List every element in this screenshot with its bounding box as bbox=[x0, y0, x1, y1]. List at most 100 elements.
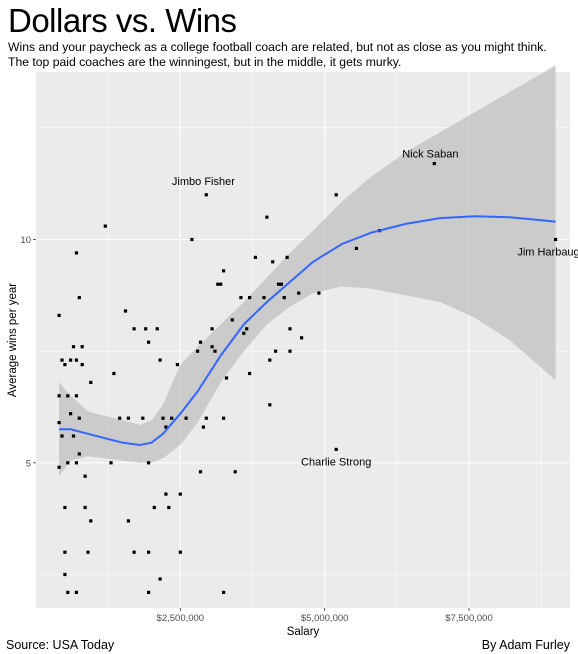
data-point bbox=[66, 590, 70, 594]
x-axis-ticks: $2,500,000 $5,000,000 $7,500,000 bbox=[157, 608, 493, 624]
data-point bbox=[161, 416, 165, 420]
data-point bbox=[282, 296, 286, 300]
data-point bbox=[147, 461, 151, 465]
data-point bbox=[279, 282, 283, 286]
data-point bbox=[216, 282, 220, 286]
annotation-label: Jimbo Fisher bbox=[172, 176, 235, 188]
data-point bbox=[132, 327, 136, 331]
data-point bbox=[253, 255, 257, 259]
data-point bbox=[74, 394, 78, 398]
data-point bbox=[77, 296, 81, 300]
data-point bbox=[60, 434, 64, 438]
data-point bbox=[178, 492, 182, 496]
data-point bbox=[109, 461, 113, 465]
data-point bbox=[432, 162, 436, 166]
x-axis-title: Salary bbox=[287, 626, 320, 638]
x-tick-label: $7,500,000 bbox=[445, 613, 493, 624]
data-point bbox=[167, 505, 171, 510]
data-point bbox=[210, 327, 214, 331]
data-point bbox=[112, 371, 116, 376]
data-point bbox=[219, 282, 223, 286]
data-point bbox=[233, 470, 237, 474]
data-point bbox=[86, 550, 90, 554]
data-point bbox=[288, 349, 292, 353]
annotations: Nick Saban Jimbo Fisher Jim Harbaugh Charli… bbox=[172, 149, 578, 469]
data-point bbox=[268, 403, 272, 407]
data-point bbox=[57, 313, 61, 317]
data-point bbox=[242, 331, 246, 335]
data-point bbox=[77, 452, 81, 456]
data-point bbox=[222, 269, 226, 273]
data-point bbox=[248, 296, 252, 300]
data-point bbox=[74, 251, 78, 255]
data-point bbox=[164, 492, 168, 496]
data-point bbox=[147, 550, 151, 554]
data-point bbox=[158, 577, 162, 581]
data-point bbox=[155, 327, 159, 331]
data-point bbox=[262, 296, 266, 300]
data-point bbox=[288, 327, 292, 331]
data-point bbox=[152, 505, 156, 510]
x-tick-label: $5,000,000 bbox=[301, 613, 349, 624]
confidence-band bbox=[59, 65, 556, 477]
data-point bbox=[196, 349, 200, 353]
chart-subtitle: Wins and your paycheck as a college foot… bbox=[8, 40, 547, 70]
data-point bbox=[89, 380, 93, 384]
data-point bbox=[77, 416, 81, 420]
data-point bbox=[201, 425, 205, 429]
data-point bbox=[126, 416, 130, 420]
data-point bbox=[334, 447, 338, 451]
data-point bbox=[334, 193, 338, 197]
data-point bbox=[57, 421, 61, 425]
x-tick-label: $2,500,000 bbox=[157, 613, 205, 624]
data-point bbox=[89, 519, 93, 523]
data-point bbox=[190, 237, 194, 242]
data-point bbox=[147, 590, 151, 594]
data-point bbox=[184, 416, 188, 420]
annotation-label: Nick Saban bbox=[402, 149, 458, 161]
data-point bbox=[170, 416, 174, 420]
confidence-band-layer bbox=[59, 65, 556, 477]
data-point bbox=[297, 291, 301, 295]
chart-title: Dollars vs. Wins bbox=[8, 2, 237, 39]
byline: By Adam Furley bbox=[481, 638, 570, 652]
data-point bbox=[224, 376, 229, 380]
data-point bbox=[71, 345, 76, 349]
data-point bbox=[57, 465, 61, 469]
data-point bbox=[271, 260, 275, 264]
data-point bbox=[63, 363, 67, 367]
y-axis-title: Average wins per year bbox=[7, 283, 19, 397]
data-point bbox=[141, 416, 145, 420]
annotation-label: Charlie Strong bbox=[301, 456, 371, 468]
data-point bbox=[554, 237, 558, 242]
annotation-label: Jim Harbaugh bbox=[517, 247, 578, 259]
data-point bbox=[71, 434, 76, 438]
data-point bbox=[63, 572, 67, 577]
data-point bbox=[210, 345, 214, 349]
data-point bbox=[164, 425, 168, 429]
data-point bbox=[245, 327, 249, 331]
source-note: Source: USA Today bbox=[6, 638, 115, 652]
data-point bbox=[83, 505, 87, 510]
data-point bbox=[265, 215, 269, 219]
smooth-trend-line bbox=[59, 215, 556, 447]
data-point bbox=[74, 461, 78, 465]
y-axis-ticks: 5 10 bbox=[20, 235, 36, 469]
data-point bbox=[66, 461, 70, 465]
data-point bbox=[118, 416, 122, 420]
data-point bbox=[354, 246, 358, 250]
data-point bbox=[74, 590, 78, 594]
data-point bbox=[230, 318, 234, 322]
y-tick-label: 10 bbox=[20, 235, 31, 246]
data-point bbox=[147, 340, 151, 344]
data-point bbox=[66, 394, 70, 398]
data-point bbox=[198, 470, 203, 474]
data-point bbox=[80, 363, 84, 367]
data-point bbox=[204, 416, 208, 420]
data-point bbox=[198, 340, 203, 344]
data-point bbox=[63, 550, 67, 554]
data-point bbox=[175, 363, 179, 367]
data-point bbox=[274, 349, 278, 353]
data-point bbox=[103, 224, 107, 228]
